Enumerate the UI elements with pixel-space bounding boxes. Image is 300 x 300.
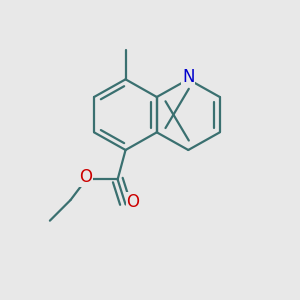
Text: O: O: [80, 168, 93, 186]
Text: N: N: [182, 68, 194, 86]
Text: O: O: [126, 193, 140, 211]
